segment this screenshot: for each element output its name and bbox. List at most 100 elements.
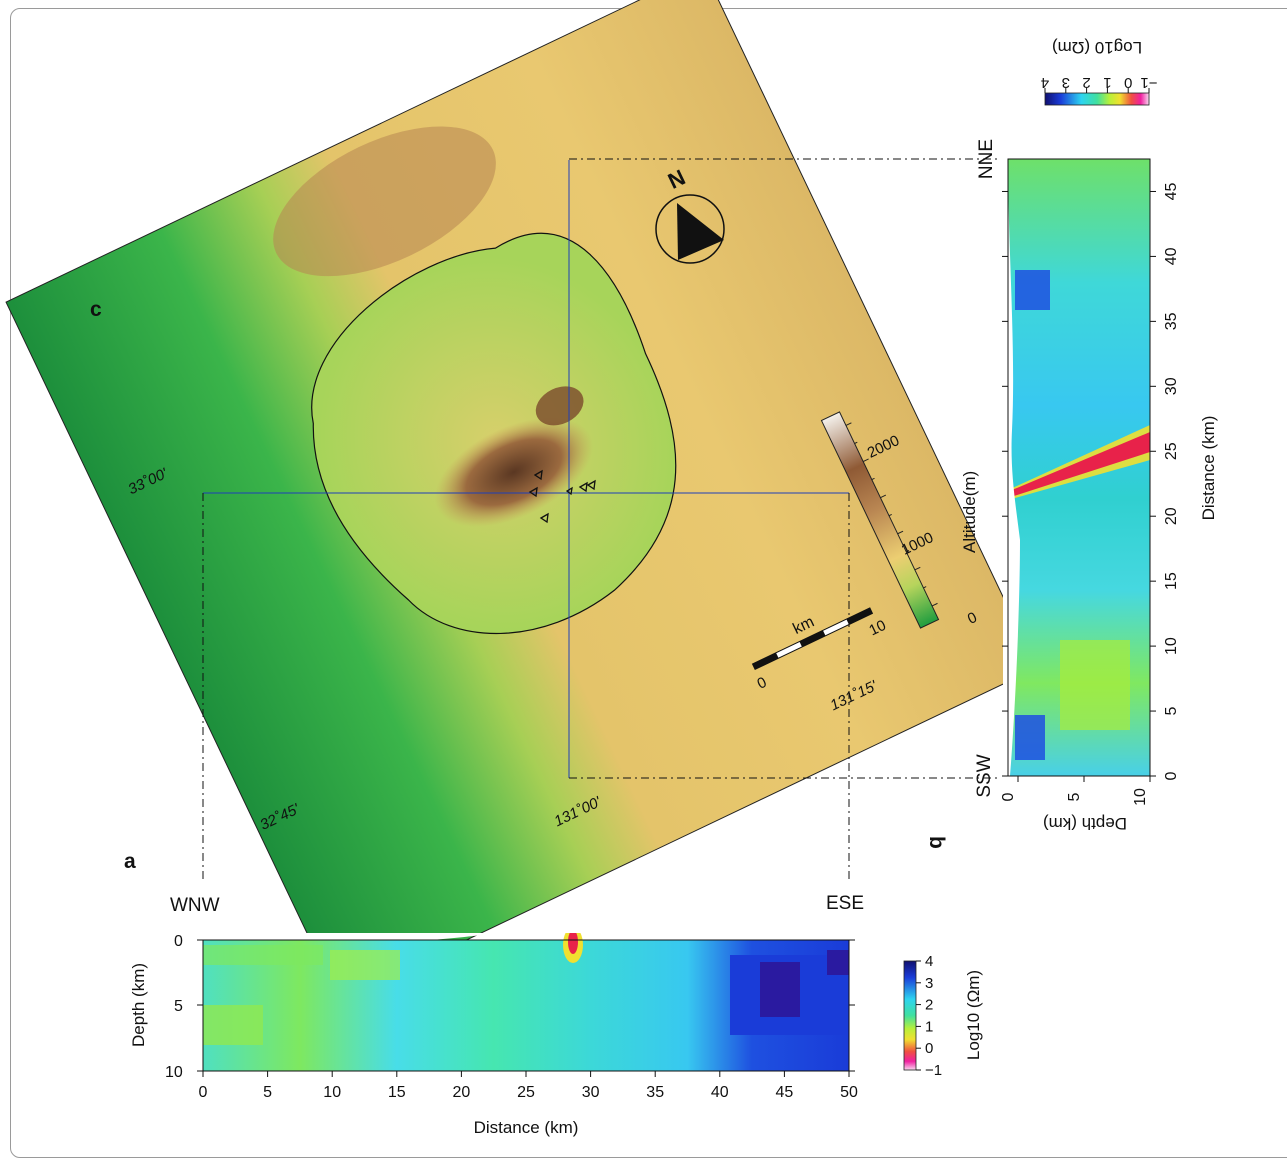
panel-label-c: c	[90, 298, 102, 321]
profile-a-xtick-label: 30	[582, 1084, 600, 1101]
volcano-triangle	[539, 512, 549, 524]
profile-a-colorbar	[903, 960, 917, 1071]
profile-a-xtick-label: 25	[517, 1084, 535, 1101]
profile-b-dist-tick-label: 45	[1163, 182, 1180, 200]
profile-a-colorbar-label: 4	[925, 953, 933, 970]
map-rotated-frame	[5, 0, 1038, 1002]
volcano-triangle	[586, 479, 596, 491]
profile-b-dist-tick-label: 20	[1163, 507, 1180, 525]
volcano-triangle	[528, 486, 538, 498]
eastern-peak	[535, 386, 584, 426]
profile-b-depth-tick-label: 0	[1000, 792, 1017, 801]
profile-b-frame	[1007, 158, 1151, 777]
profile-b-bottom-label: SSW	[974, 754, 995, 797]
profile-b-colorbar-label: 4	[1041, 74, 1049, 91]
profile-a-colorbar-label: 0	[925, 1040, 933, 1057]
volcano-triangle	[565, 486, 573, 496]
profile-a-xtick-label: 45	[776, 1084, 794, 1101]
profile-a-block	[330, 950, 400, 980]
profile-a-right-label: ESE	[826, 893, 864, 914]
map-panel: N km 0 10 33˚00' 32˚45' 131˚00' 131˚15'	[5, 0, 1038, 1002]
profile-a-topography	[203, 925, 849, 940]
profile-a-ytick-10: 10	[165, 1064, 183, 1081]
profile-a-xlabel: Distance (km)	[474, 1118, 579, 1137]
scale-bar-seg	[752, 652, 779, 670]
profile-b-colorbar-title: Log10 (Ωm)	[1052, 38, 1142, 57]
panel-label-b: b	[925, 836, 948, 849]
profile-a-resistive-core	[760, 962, 800, 1017]
profile-b-dist-tick-label: 25	[1163, 442, 1180, 460]
scale-tick-10: 10	[866, 617, 888, 640]
profile-a-colorbar-ticks: 4 3 2 1 0 −1	[916, 953, 942, 1079]
profile-a-colorbar-title: Log10 (Ωm)	[964, 970, 983, 1060]
profile-a-yticks	[197, 939, 855, 1072]
profile-b-dist-tick-label: 40	[1163, 247, 1180, 265]
profile-a-xtick-label: 15	[388, 1084, 406, 1101]
profile-b-ylabel: Distance (km)	[1199, 416, 1218, 521]
profile-a-block	[203, 945, 323, 965]
profile-b-dist-tick-label: 10	[1163, 637, 1180, 655]
north-arrow-circle	[655, 194, 725, 264]
profile-b-dist-tick-label: 35	[1163, 312, 1180, 330]
northern-highland	[273, 126, 496, 277]
profile-a-left-label: WNW	[170, 895, 220, 916]
profile-b-dist-tick-label: 0	[1163, 771, 1180, 780]
profile-b-colorbar-ticks: 4 3 2 1 0 −1	[1041, 74, 1158, 93]
profile-b-colorbar-label: −1	[1140, 74, 1157, 91]
altitude-ticks	[845, 422, 938, 607]
profile-b-depth-ticks: 0 5 10	[1000, 776, 1151, 806]
profile-b-block	[1060, 640, 1130, 730]
profile-a-xtick-label: 10	[323, 1084, 341, 1101]
profile-b-dist-tick-label: 15	[1163, 572, 1180, 590]
profile-b-colorbar-label: 3	[1062, 74, 1070, 91]
profile-a-colorbar-label: 1	[925, 1018, 933, 1035]
profile-b-colorbar-label: 2	[1082, 74, 1090, 91]
profile-b-topography	[1003, 159, 1020, 776]
profile-b-distance-ticks: 0 5 10 15 20 25 30 35 40 45	[1002, 182, 1180, 780]
scale-bar-seg	[846, 607, 873, 625]
volcano-triangle	[533, 469, 543, 481]
profile-a-ytick-0: 0	[174, 933, 183, 950]
volcano-markers	[528, 469, 596, 524]
profile-a-resistive-core	[827, 950, 849, 975]
profile-a-ylabel: Depth (km)	[129, 963, 148, 1047]
profile-b-colorbar-label: 0	[1124, 74, 1132, 91]
profile-b-depth-tick-label: 5	[1066, 792, 1083, 801]
north-arrow-icon	[677, 203, 724, 260]
profile-a-xticks: 0 5 10 15 20 25 30 35 40 45 50	[199, 1071, 858, 1101]
profile-a-colorbar-label: 2	[925, 997, 933, 1014]
profile-b-colorbar-label: 1	[1103, 74, 1111, 91]
profile-a-xtick-label: 40	[711, 1084, 729, 1101]
profile-a-conductor	[568, 930, 578, 954]
profile-a-ytick-5: 5	[174, 998, 183, 1015]
altitude-title: Altitude(m)	[960, 471, 979, 553]
connector-lines	[202, 158, 1000, 880]
profile-b-top-label: NNE	[976, 139, 997, 179]
profile-a-xtick-label: 35	[646, 1084, 664, 1101]
profile-a-colorbar-label: −1	[925, 1062, 942, 1079]
profile-b-depth-tick-label: 10	[1132, 788, 1149, 806]
profile-b-resistive-block	[1015, 715, 1045, 760]
scale-bar-seg	[799, 630, 826, 647]
profile-a-xtick-label: 5	[263, 1084, 272, 1101]
profile-a-block	[203, 1005, 263, 1045]
profile-a-colorbar-label: 3	[925, 975, 933, 992]
north-arrow: N	[655, 165, 725, 264]
central-cones	[434, 417, 593, 527]
altitude-colorbar	[820, 411, 940, 629]
panel-label-a: a	[124, 850, 136, 873]
profile-a-panel: WNW ESE 0 5 10 Depth (km) 0 5 10 15 20 25 30 35…	[129, 893, 983, 1137]
profile-b-resistive-block	[1015, 270, 1050, 310]
profile-b-dist-tick-label: 30	[1163, 377, 1180, 395]
profile-b-conductor	[1012, 432, 1150, 496]
profile-b-colorbar	[1044, 92, 1150, 106]
profile-b-dist-tick-label: 5	[1163, 707, 1180, 716]
profile-a-xtick-label: 0	[199, 1084, 208, 1101]
volcano-triangle	[578, 481, 588, 493]
profile-a-xtick-label: 50	[840, 1084, 858, 1101]
profile-a-xtick-label: 20	[453, 1084, 471, 1101]
profile-b-xlabel: Depth (km)	[1043, 814, 1127, 833]
